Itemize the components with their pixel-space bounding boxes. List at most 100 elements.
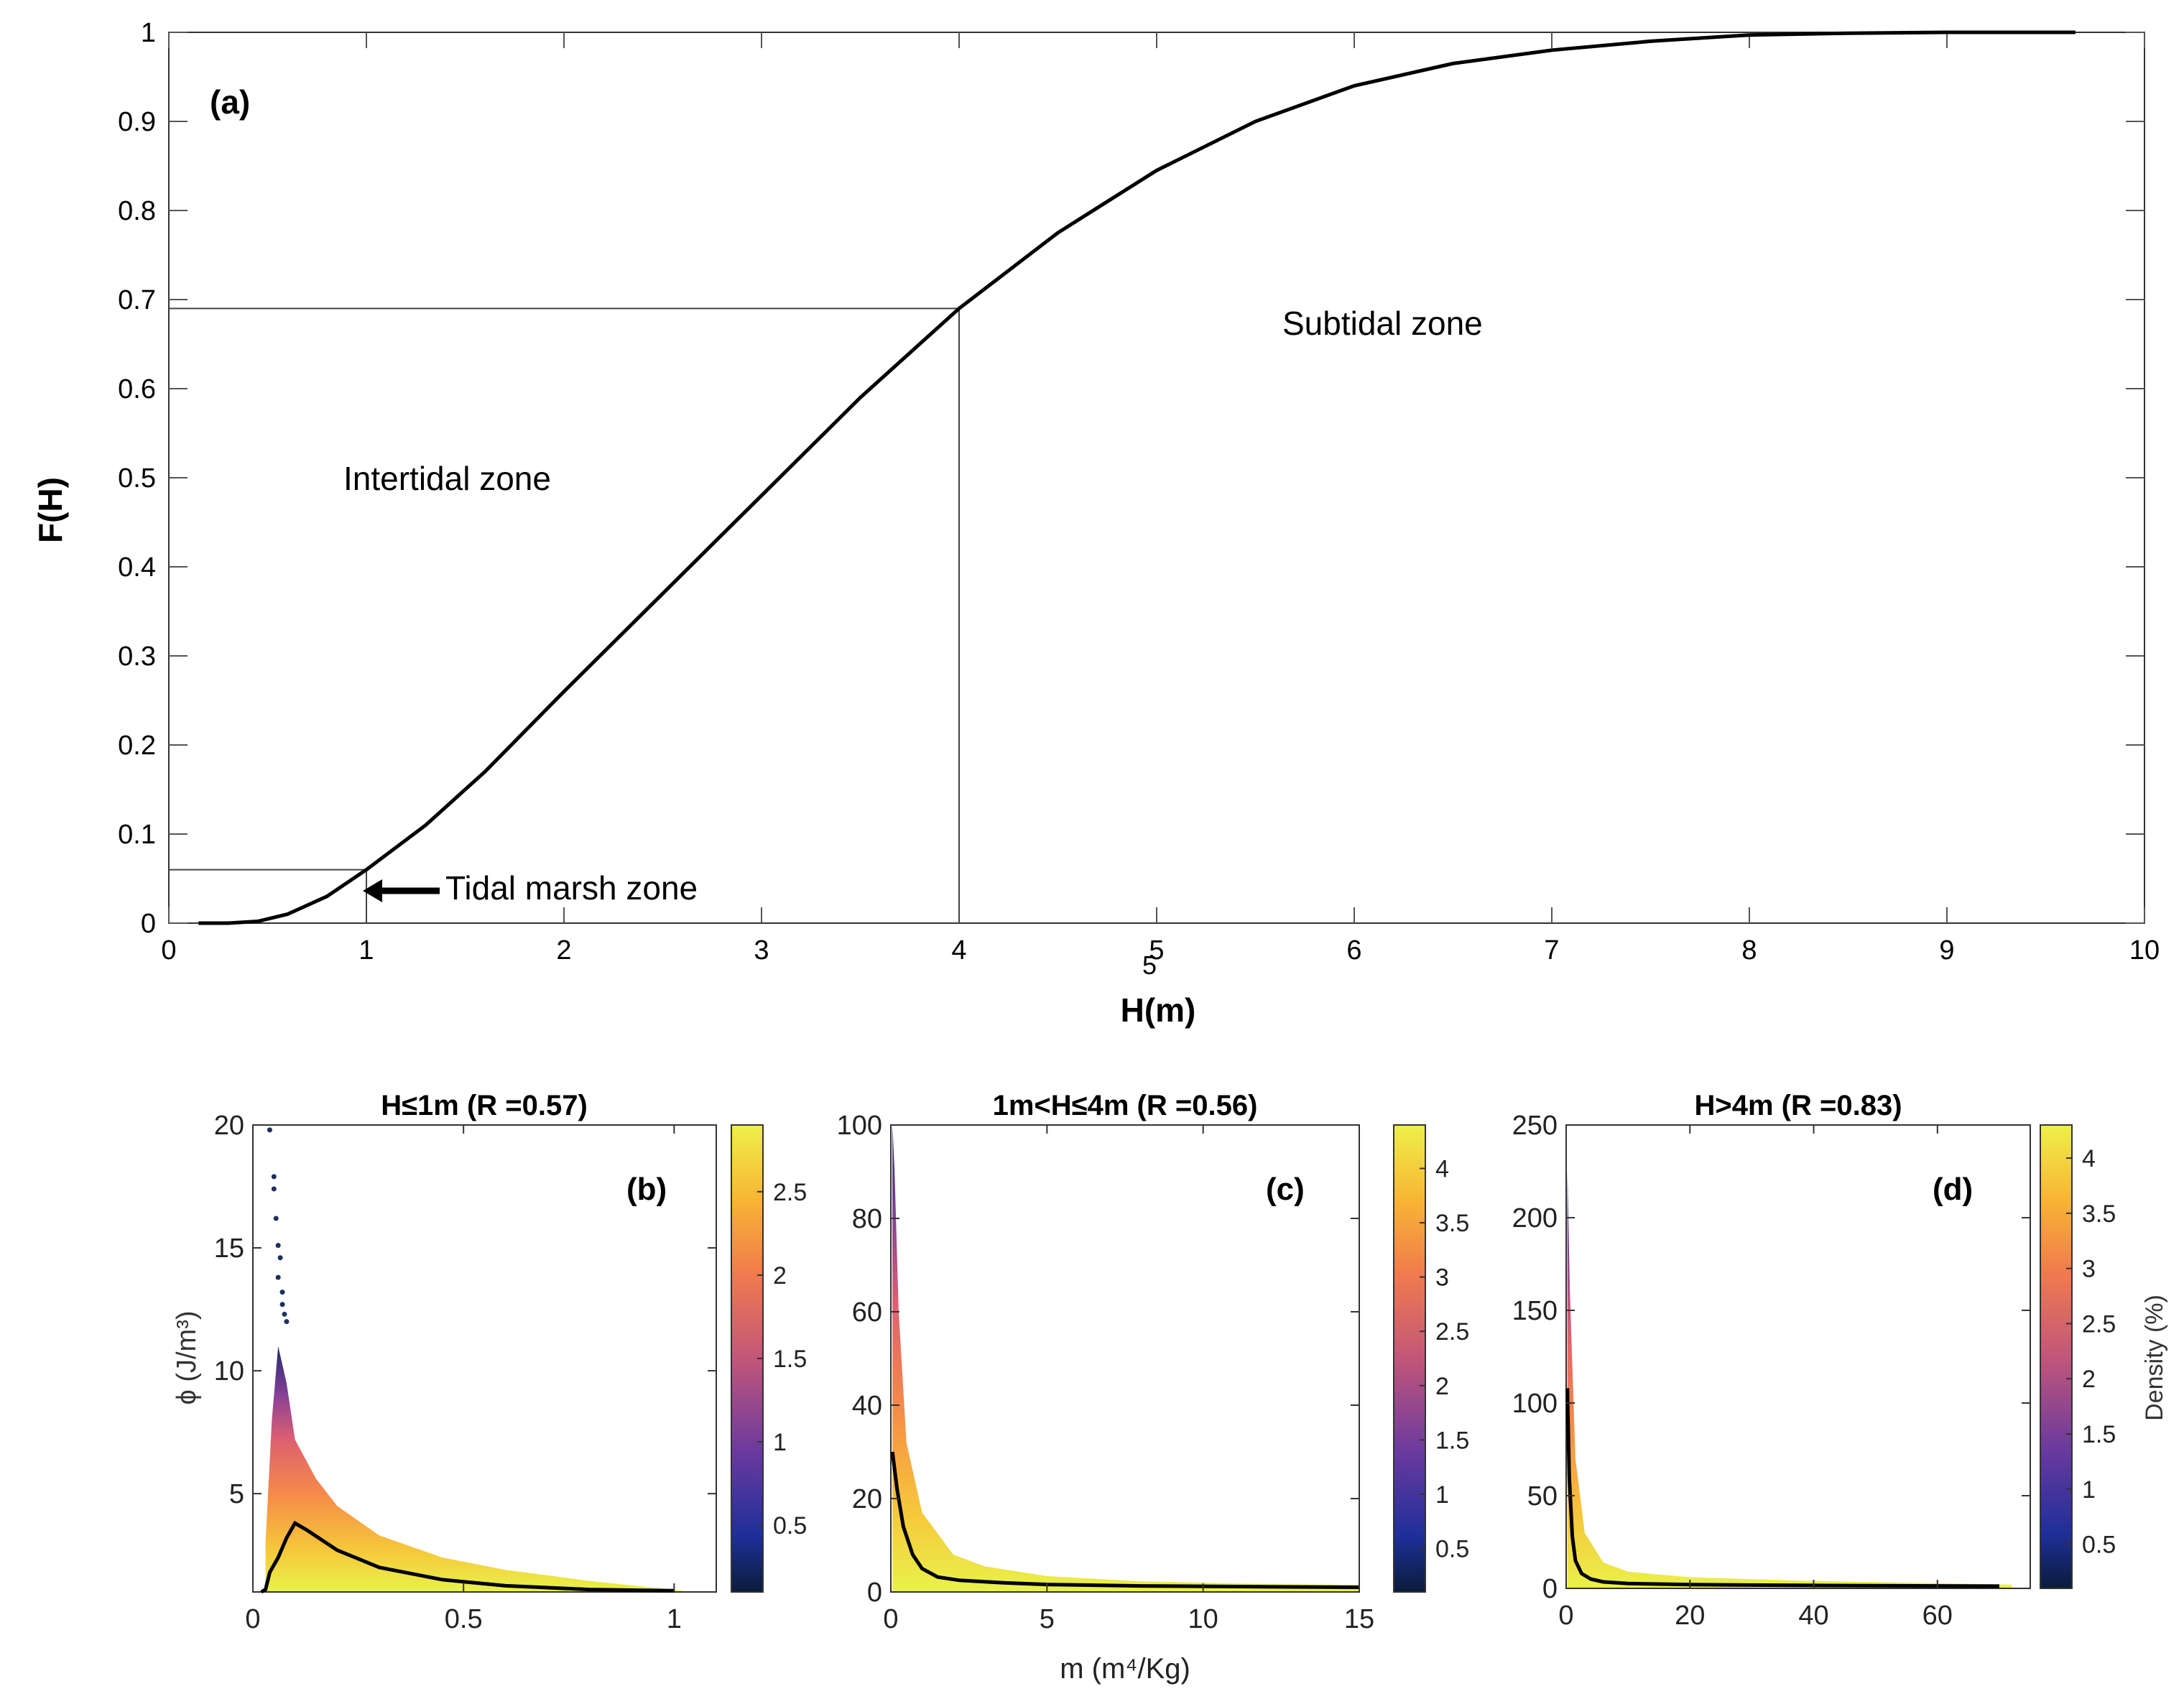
panel-c-colorbar-tick-label: 1: [1435, 1481, 1449, 1509]
panel-b-title: H≤1m (R =0.57): [381, 1090, 588, 1121]
panel-a-y-tick-label: 0.2: [118, 731, 156, 761]
panel-a-x-tick-label: 6: [1346, 935, 1361, 966]
panel-d-y-tick-label: 250: [1512, 1111, 1558, 1141]
panel-a-x-tick-label: 10: [2129, 935, 2160, 966]
panel-a-y-tick-label: 0.7: [118, 285, 156, 315]
panel-a-x-tick-label: 4: [951, 935, 966, 966]
panel-b-outlier-point: [282, 1311, 287, 1317]
panel-c-y-tick-label: 80: [852, 1204, 882, 1234]
panel-a-y-tick-label: 0.8: [118, 196, 156, 226]
panel-c-x-tick-label: 10: [1188, 1604, 1218, 1634]
panel-a-xlabel: H(m): [1121, 991, 1196, 1029]
panel-d-x-tick-label: 0: [1558, 1601, 1573, 1631]
panel-a-x-tick-label: 2: [556, 935, 571, 966]
panel-a-y-tick-label: 0.1: [118, 820, 156, 850]
intertidal-zone-label: Intertidal zone: [343, 460, 551, 497]
stray-tick-label: 5: [1142, 950, 1157, 980]
panel-d-colorbar-tick-label: 1.5: [2082, 1421, 2116, 1448]
panel-b-y-tick-label: 15: [214, 1233, 244, 1264]
panel-d-title: H>4m (R =0.83): [1694, 1090, 1902, 1121]
panel-c-x-tick-label: 15: [1344, 1604, 1374, 1634]
panel-c-colorbar-tick-label: 3: [1435, 1264, 1449, 1292]
panel-a-x-tick-label: 9: [1939, 935, 1954, 966]
panel-b-outlier-point: [277, 1255, 283, 1261]
panel-a-x-ticks: 0 1 2 3 4 5 6 7 8 9 10: [161, 32, 2160, 966]
panel-d-density-envelope: [1567, 1171, 2012, 1588]
panel-c-y-tick-label: 20: [852, 1484, 882, 1514]
panel-b-outlier-point: [267, 1127, 272, 1133]
panel-b-colorbar-tick-label: 2.5: [773, 1179, 807, 1206]
panel-b-outlier-point: [279, 1302, 285, 1307]
panel-a-x-tick-label: 5: [1149, 935, 1164, 966]
panel-d-x-tick-label: 40: [1798, 1601, 1828, 1631]
panel-d-colorbar-tick-label: 2: [2082, 1366, 2096, 1393]
panel-a-x-tick-label: 8: [1741, 935, 1757, 966]
panel-b-outlier-point: [284, 1319, 290, 1325]
panel-c-label: (c): [1266, 1172, 1305, 1207]
tidal-marsh-arrow-icon: [363, 879, 440, 902]
panel-b-y-tick-label: 10: [214, 1356, 244, 1386]
panel-b-ylabel: ϕ (J/m³): [172, 1310, 202, 1404]
panel-b-colorbar-tick-label: 1: [773, 1429, 787, 1456]
panel-b-colorbar-tick-label: 2: [773, 1262, 787, 1290]
panel-b-outlier-point: [275, 1274, 281, 1280]
panel-a-cdf: 0 1 2 3 4 5 6 7 8 9 10 0 0.1 0.2 0.3 0.4 0.5 0.6 0.7 0.8 0.…: [32, 18, 2160, 1029]
panel-d-y-tick-label: 200: [1512, 1203, 1558, 1233]
panel-a-cdf-curve: [198, 30, 2076, 925]
panel-b-fit-curve: [260, 1520, 675, 1594]
panel-c-y-tick-label: 60: [852, 1297, 882, 1328]
panel-a-y-ticks: 0 0.1 0.2 0.3 0.4 0.5 0.6 0.7 0.8 0.9 1: [118, 18, 2144, 939]
panel-c-colorbar-tick-label: 2.5: [1435, 1318, 1469, 1346]
panel-b-outlier-point: [271, 1174, 277, 1180]
panel-c-colorbar-tick-label: 1.5: [1435, 1427, 1469, 1454]
panel-c-x-tick-label: 5: [1040, 1604, 1055, 1634]
panel-a-y-tick-label: 1: [141, 18, 156, 48]
panel-c-axes-box: [890, 1124, 1360, 1593]
panel-b-scatter: H≤1m (R =0.57) (b) ϕ (J/m³) 0 0.5 15101520…: [172, 1090, 807, 1634]
panel-c-colorbar-tick-label: 4: [1435, 1155, 1449, 1182]
panel-a-y-tick-label: 0.5: [118, 463, 156, 494]
panel-d-y-tick-label: 0: [1542, 1574, 1558, 1604]
panel-a-reference-lines: [169, 307, 960, 923]
panel-a-ylabel: F(H): [32, 477, 69, 543]
panel-d-colorbar-label: Density (%): [2141, 1295, 2168, 1421]
panel-b-label: (b): [626, 1172, 667, 1207]
panel-c-colorbar: [1393, 1124, 1426, 1593]
panel-c-colorbar-tick-label: 0.5: [1435, 1536, 1469, 1563]
panel-c-colorbar-tick-label: 2: [1435, 1373, 1449, 1400]
panel-d-scatter: H>4m (R =0.83) (d) Density (%) 0 20 40 60 0 5…: [1512, 1090, 2168, 1631]
panel-d-colorbar-tick-label: 1: [2082, 1476, 2096, 1504]
panel-a-y-tick-label: 0.4: [118, 552, 156, 583]
panel-c-density-envelope: [892, 1125, 1359, 1592]
panel-d-y-tick-label: 100: [1512, 1389, 1558, 1419]
panel-c-y-tick-label: 40: [852, 1391, 882, 1421]
panel-d-y-tick-label: 150: [1512, 1296, 1558, 1326]
panel-d-x-tick-label: 60: [1922, 1601, 1953, 1631]
panel-d-colorbar-tick-label: 3: [2082, 1256, 2096, 1283]
panel-c-scatter: 1m<H≤4m (R =0.56) (c) m (m⁴/Kg) 0 5 10 15 0 2…: [837, 1090, 1470, 1685]
panel-d-fit-curve: [1565, 1388, 1999, 1588]
panel-d-label: (d): [1933, 1172, 1973, 1207]
panel-b-outlier-point: [279, 1290, 285, 1295]
panel-b-outlier-point: [275, 1243, 281, 1249]
panel-a-y-tick-label: 0: [141, 909, 156, 939]
panel-c-y-tick-label: 0: [867, 1578, 882, 1608]
panel-b-y-tick-label: 5: [229, 1479, 244, 1509]
panel-a-x-tick-label: 7: [1544, 935, 1559, 966]
panel-d-y-tick-label: 50: [1527, 1481, 1558, 1511]
panel-d-colorbar-tick-label: 0.5: [2082, 1532, 2116, 1559]
panel-c-fit-curve: [890, 1451, 1360, 1589]
subtidal-zone-label: Subtidal zone: [1282, 305, 1483, 342]
panel-d-colorbar-tick-label: 2.5: [2082, 1310, 2116, 1338]
panel-c-xlabel: m (m⁴/Kg): [1060, 1653, 1190, 1685]
panel-b-outlier-point: [271, 1186, 277, 1192]
panel-b-y-tick-label: 20: [214, 1111, 244, 1141]
panel-a-y-tick-label: 0.6: [118, 374, 156, 404]
panel-b-outlier-point: [273, 1216, 279, 1221]
panel-a-y-tick-label: 0.3: [118, 642, 156, 672]
panel-b-axes-box: [252, 1124, 717, 1593]
panel-b-density-envelope: [265, 1346, 683, 1592]
panel-c-x-tick-label: 0: [883, 1604, 898, 1634]
panel-d-colorbar-tick-label: 4: [2082, 1145, 2096, 1172]
